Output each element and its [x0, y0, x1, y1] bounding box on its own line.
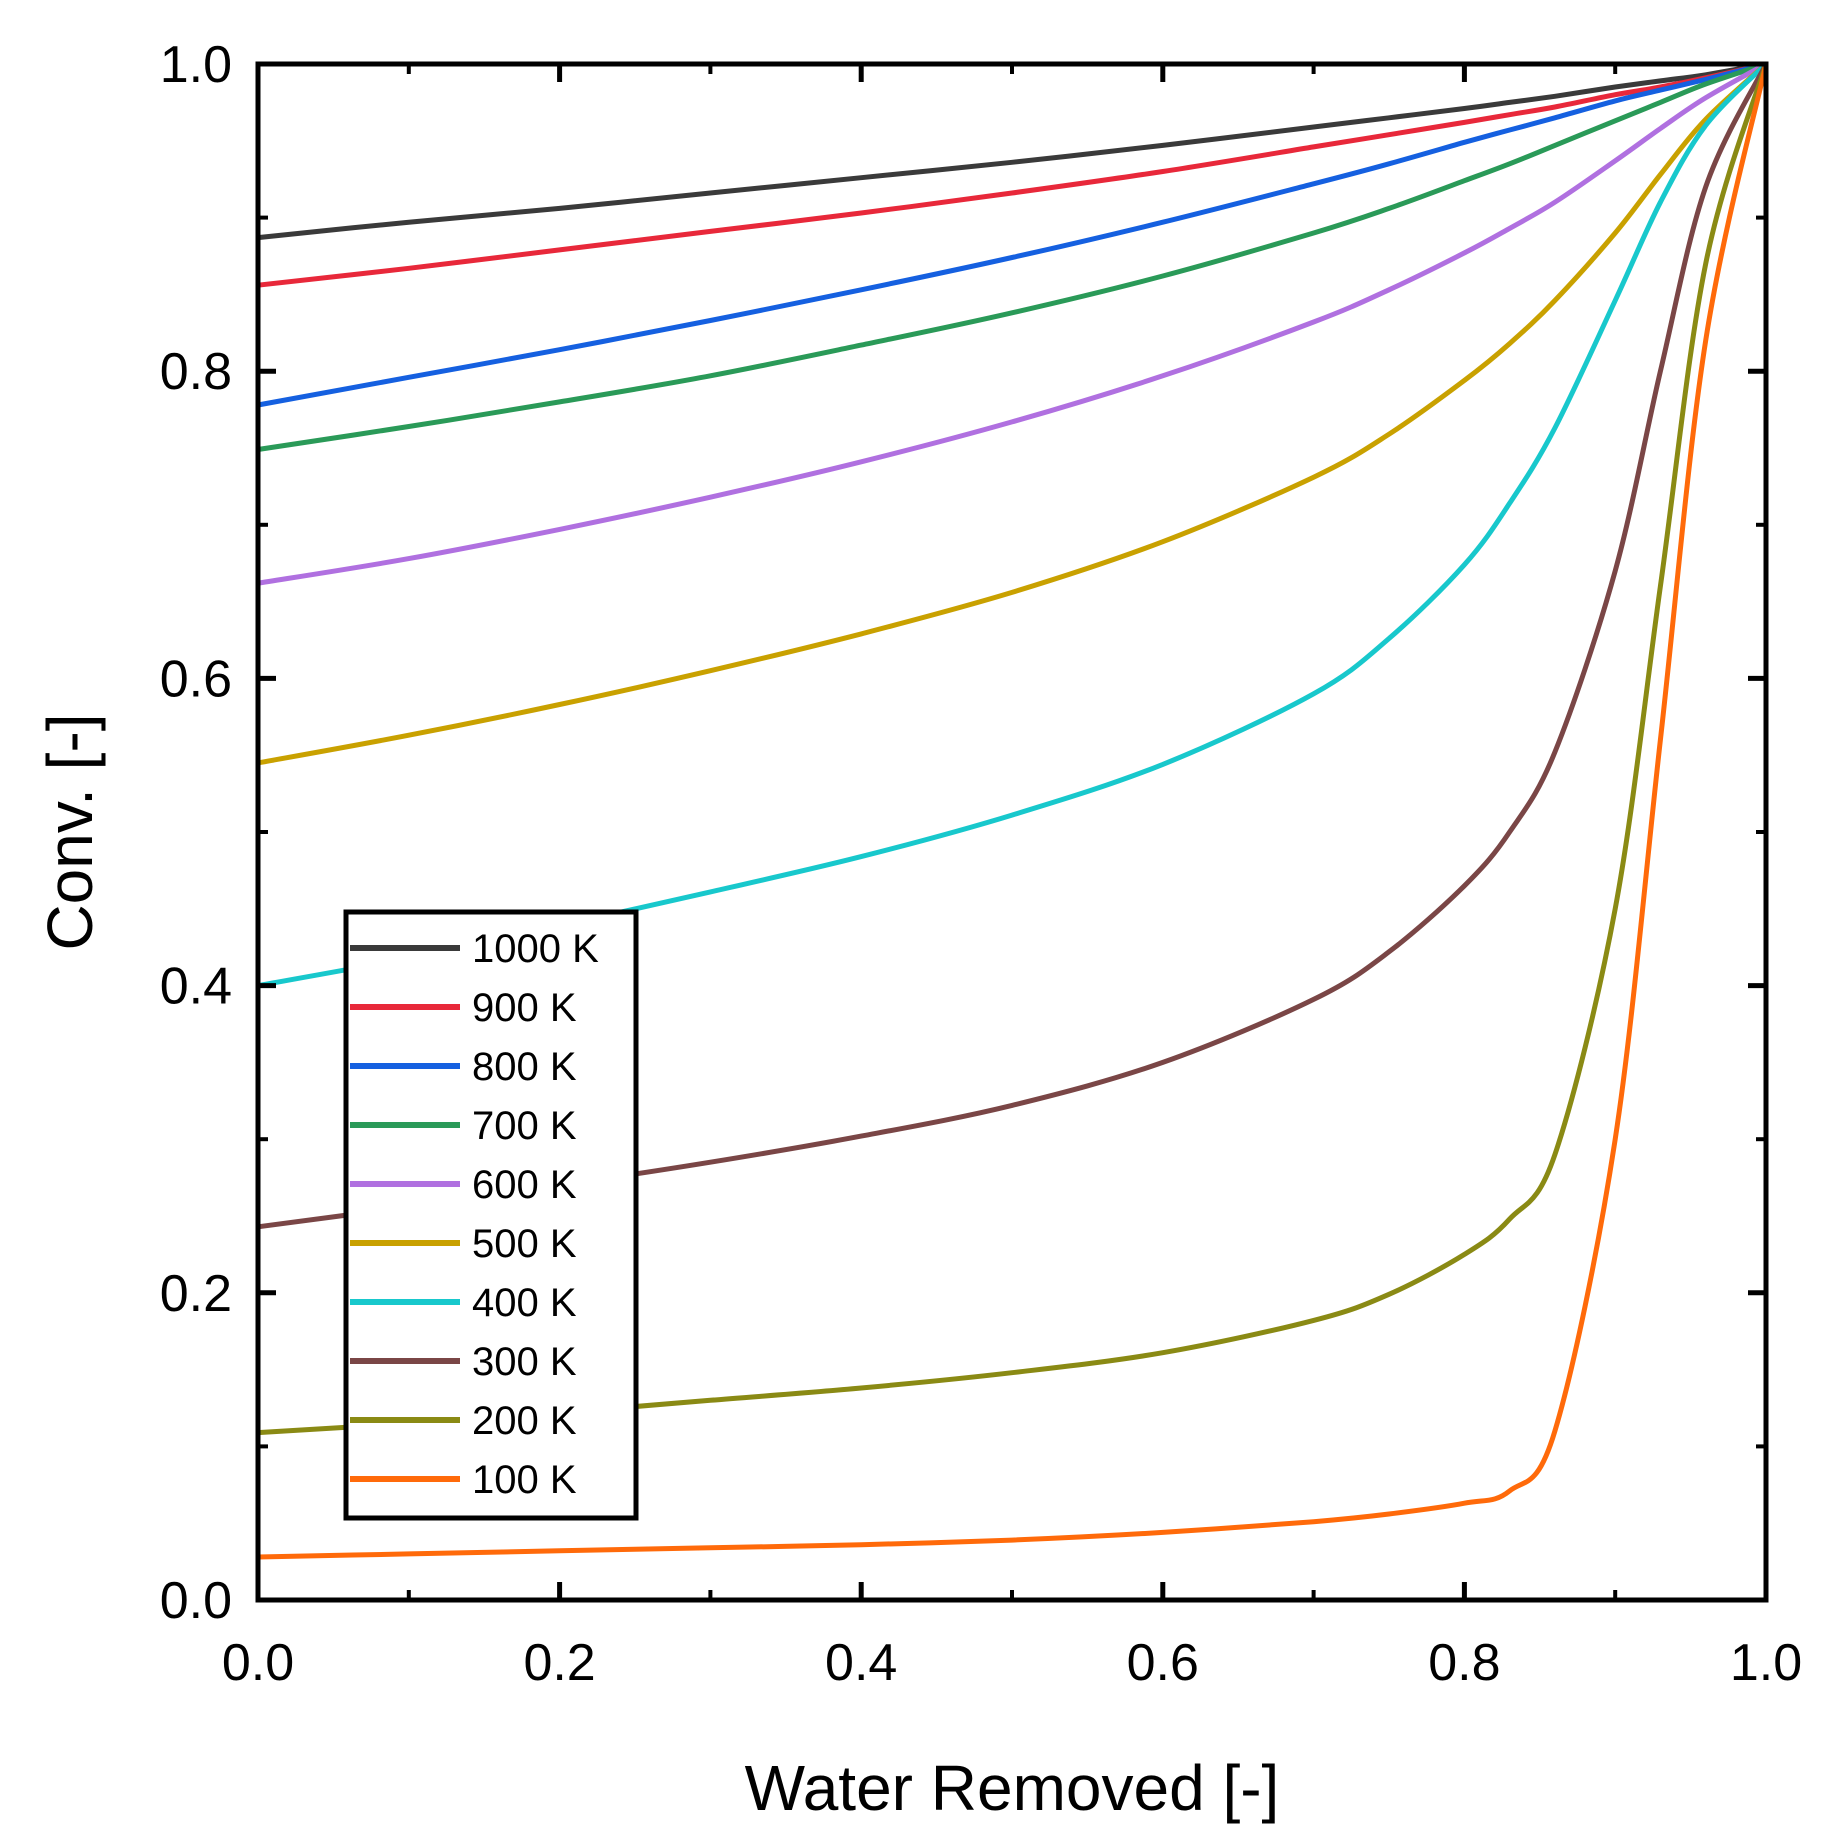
x-tick-label: 1.0 [1730, 1634, 1802, 1692]
y-tick-label: 0.0 [160, 1572, 232, 1630]
y-tick-label: 0.2 [160, 1265, 232, 1323]
y-tick-label: 0.4 [160, 958, 232, 1016]
legend-label-900k: 900 K [472, 986, 577, 1030]
legend-label-500k: 500 K [472, 1222, 577, 1266]
series-line-500k [255, 61, 1769, 766]
legend-label-100k: 100 K [472, 1458, 577, 1502]
legend-label-400k: 400 K [472, 1281, 577, 1325]
series-line-600k [255, 61, 1769, 586]
ticks-layer: 0.00.0 0.2 0.2 0.4 0.4 0.6 0.6 0.8 0.8 1.0 1.0 [160, 36, 1802, 1692]
series-line-700k [255, 61, 1769, 452]
x-tick-label: 0.6 [1127, 1634, 1199, 1692]
x-tick-label: 0.8 [1428, 1634, 1500, 1692]
y-tick-label: 1.0 [160, 36, 232, 94]
series-line-400k [255, 61, 1769, 989]
legend-items: 1000 K 900 K 800 K 700 K 600 K 500 K 400 K 300 … [350, 927, 599, 1502]
y-tick-label: 0.6 [160, 650, 232, 708]
series-line-1000k [255, 61, 1769, 241]
x-tick-label: 0.4 [825, 1634, 897, 1692]
y-tick-label: 0.8 [160, 343, 232, 401]
legend-label-700k: 700 K [472, 1104, 577, 1148]
legend-label-800k: 800 K [472, 1045, 577, 1089]
legend-label-200k: 200 K [472, 1399, 577, 1443]
legend-label-300k: 300 K [472, 1340, 577, 1384]
legend-label-1000k: 1000 K [472, 927, 599, 971]
legend: 1000 K 900 K 800 K 700 K 600 K 500 K 400 K 300 … [343, 909, 639, 1521]
series-line-100k [255, 61, 1769, 1560]
x-tick-label: 0.0 [222, 1634, 294, 1692]
y-axis-title: Conv. [-] [34, 713, 106, 950]
series-line-800k [255, 61, 1769, 408]
x-axis-title: Water Removed [-] [745, 1752, 1280, 1824]
series-line-200k [255, 61, 1769, 1436]
x-tick-label: 0.2 [523, 1634, 595, 1692]
legend-label-600k: 600 K [472, 1163, 577, 1207]
series-line-900k [255, 61, 1769, 288]
